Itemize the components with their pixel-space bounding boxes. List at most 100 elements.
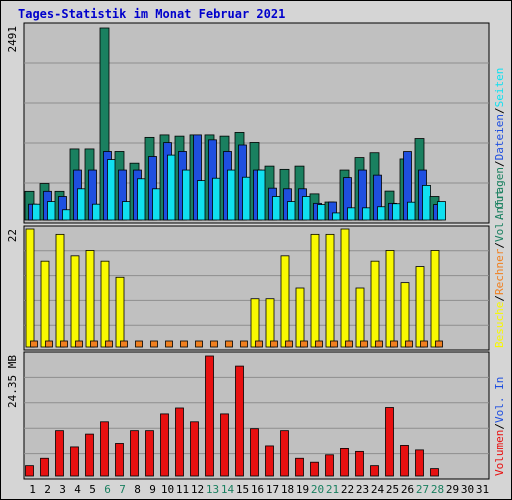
- bar-volumen-day-24: [370, 465, 379, 477]
- bar-seiten-day-18: [287, 201, 296, 221]
- bar-rechner-day-1: [30, 340, 38, 348]
- bar-besuche-day-23: [355, 287, 365, 348]
- bar-seiten-day-22: [347, 207, 356, 221]
- x-tick-label-day-24: 24: [371, 483, 385, 496]
- legend-seiten: Seiten: [493, 68, 506, 108]
- bar-rechner-day-15: [240, 340, 248, 348]
- x-tick-label-day-22: 22: [341, 483, 354, 496]
- bar-rechner-day-25: [390, 340, 398, 348]
- bar-rechner-day-11: [180, 340, 188, 348]
- legend-anfragen: Anfragen: [493, 167, 506, 220]
- bar-seiten-day-10: [167, 154, 176, 221]
- bar-volumen-day-4: [70, 446, 79, 477]
- bar-rechner-day-17: [270, 340, 278, 348]
- bar-rechner-day-18: [285, 340, 293, 348]
- x-tick-label-day-2: 2: [44, 483, 51, 496]
- x-tick-label-day-14: 14: [221, 483, 235, 496]
- legend-besuche: Besuche: [493, 302, 506, 348]
- bar-rechner-day-7: [120, 340, 128, 348]
- bar-seiten-day-4: [77, 188, 86, 221]
- bar-volumen-day-14: [220, 413, 229, 477]
- bar-besuche-day-5: [85, 250, 95, 348]
- bar-rechner-day-26: [405, 340, 413, 348]
- legend-separator: /: [493, 295, 506, 302]
- bar-seiten-day-14: [227, 169, 236, 221]
- bar-seiten-day-19: [302, 196, 311, 221]
- legend-separator: /: [493, 160, 506, 167]
- legend-top: Anfragen/Dateien/Seiten: [493, 68, 506, 220]
- x-tick-label-day-25: 25: [386, 483, 399, 496]
- bar-seiten-day-28: [437, 201, 446, 221]
- bar-besuche-day-7: [115, 276, 125, 348]
- x-tick-label-day-23: 23: [356, 483, 369, 496]
- bar-volumen-day-18: [280, 430, 289, 477]
- bar-besuche-day-6: [100, 260, 110, 348]
- y-max-label: 22: [6, 229, 19, 242]
- bar-seiten-day-8: [137, 178, 146, 221]
- bar-besuche-day-19: [295, 287, 305, 348]
- x-tick-label-day-8: 8: [134, 483, 141, 496]
- x-tick-label-day-19: 19: [296, 483, 309, 496]
- bar-besuche-day-22: [340, 228, 350, 348]
- bar-volumen-day-15: [235, 365, 244, 477]
- x-tick-label-day-9: 9: [149, 483, 156, 496]
- bar-volumen-day-2: [40, 457, 49, 477]
- bar-rechner-day-22: [345, 340, 353, 348]
- bar-rechner-day-24: [375, 340, 383, 348]
- bar-volumen-day-26: [400, 445, 409, 477]
- x-tick-label-day-21: 21: [326, 483, 339, 496]
- bar-besuche-day-3: [55, 233, 65, 348]
- bar-seiten-day-6: [107, 159, 116, 221]
- x-tick-label-day-18: 18: [281, 483, 294, 496]
- x-tick-label-day-27: 27: [416, 483, 429, 496]
- bar-besuche-day-28: [430, 250, 440, 348]
- bar-volumen-day-17: [265, 445, 274, 477]
- bar-volumen-day-9: [145, 430, 154, 477]
- bar-volumen-day-21: [325, 454, 334, 477]
- bar-rechner-day-20: [315, 340, 323, 348]
- bar-seiten-day-2: [47, 201, 56, 221]
- bar-volumen-day-12: [190, 421, 199, 477]
- bar-seiten-day-13: [212, 177, 221, 221]
- bar-volumen-day-1: [25, 465, 34, 477]
- x-tick-label-day-15: 15: [236, 483, 249, 496]
- bar-rechner-day-13: [210, 340, 218, 348]
- bar-volumen-day-23: [355, 450, 364, 477]
- x-tick-label-day-16: 16: [251, 483, 264, 496]
- legend-bottom: Volumen/Vol. In: [493, 377, 506, 476]
- bar-seiten-day-7: [122, 201, 131, 221]
- bar-volumen-day-28: [430, 468, 439, 477]
- bar-rechner-day-6: [105, 340, 113, 348]
- x-tick-label-day-20: 20: [311, 483, 324, 496]
- legend-separator: /: [493, 107, 506, 114]
- x-tick-label-day-28: 28: [431, 483, 444, 496]
- legend-volumen: Volumen: [493, 430, 506, 476]
- x-tick-label-day-4: 4: [74, 483, 81, 496]
- bar-volumen-day-7: [115, 443, 124, 477]
- bar-rechner-day-4: [75, 340, 83, 348]
- bar-besuche-day-18: [280, 255, 290, 348]
- bar-volumen-day-10: [160, 413, 169, 477]
- bar-seiten-day-21: [332, 212, 341, 221]
- x-tick-label-day-6: 6: [104, 483, 111, 496]
- bar-volumen-day-5: [85, 433, 94, 477]
- x-tick-label-day-17: 17: [266, 483, 279, 496]
- bar-rechner-day-10: [165, 340, 173, 348]
- bar-seiten-day-9: [152, 188, 161, 221]
- x-tick-label-day-7: 7: [119, 483, 126, 496]
- bar-volumen-day-11: [175, 407, 184, 477]
- x-tick-label-day-31: 31: [476, 483, 489, 496]
- bar-rechner-day-3: [60, 340, 68, 348]
- bar-seiten-day-3: [62, 209, 71, 221]
- y-max-label: 24.35 MB: [6, 355, 19, 408]
- x-tick-label-day-26: 26: [401, 483, 414, 496]
- bar-seiten-day-1: [32, 203, 41, 221]
- bar-besuche-day-16: [250, 298, 260, 348]
- bar-besuche-day-4: [70, 255, 80, 348]
- bar-besuche-day-21: [325, 233, 335, 348]
- bar-rechner-day-9: [150, 340, 158, 348]
- x-tick-label-day-29: 29: [446, 483, 459, 496]
- legend-separator: /: [493, 423, 506, 430]
- x-tick-label-day-13: 13: [206, 483, 219, 496]
- x-tick-label-day-30: 30: [461, 483, 474, 496]
